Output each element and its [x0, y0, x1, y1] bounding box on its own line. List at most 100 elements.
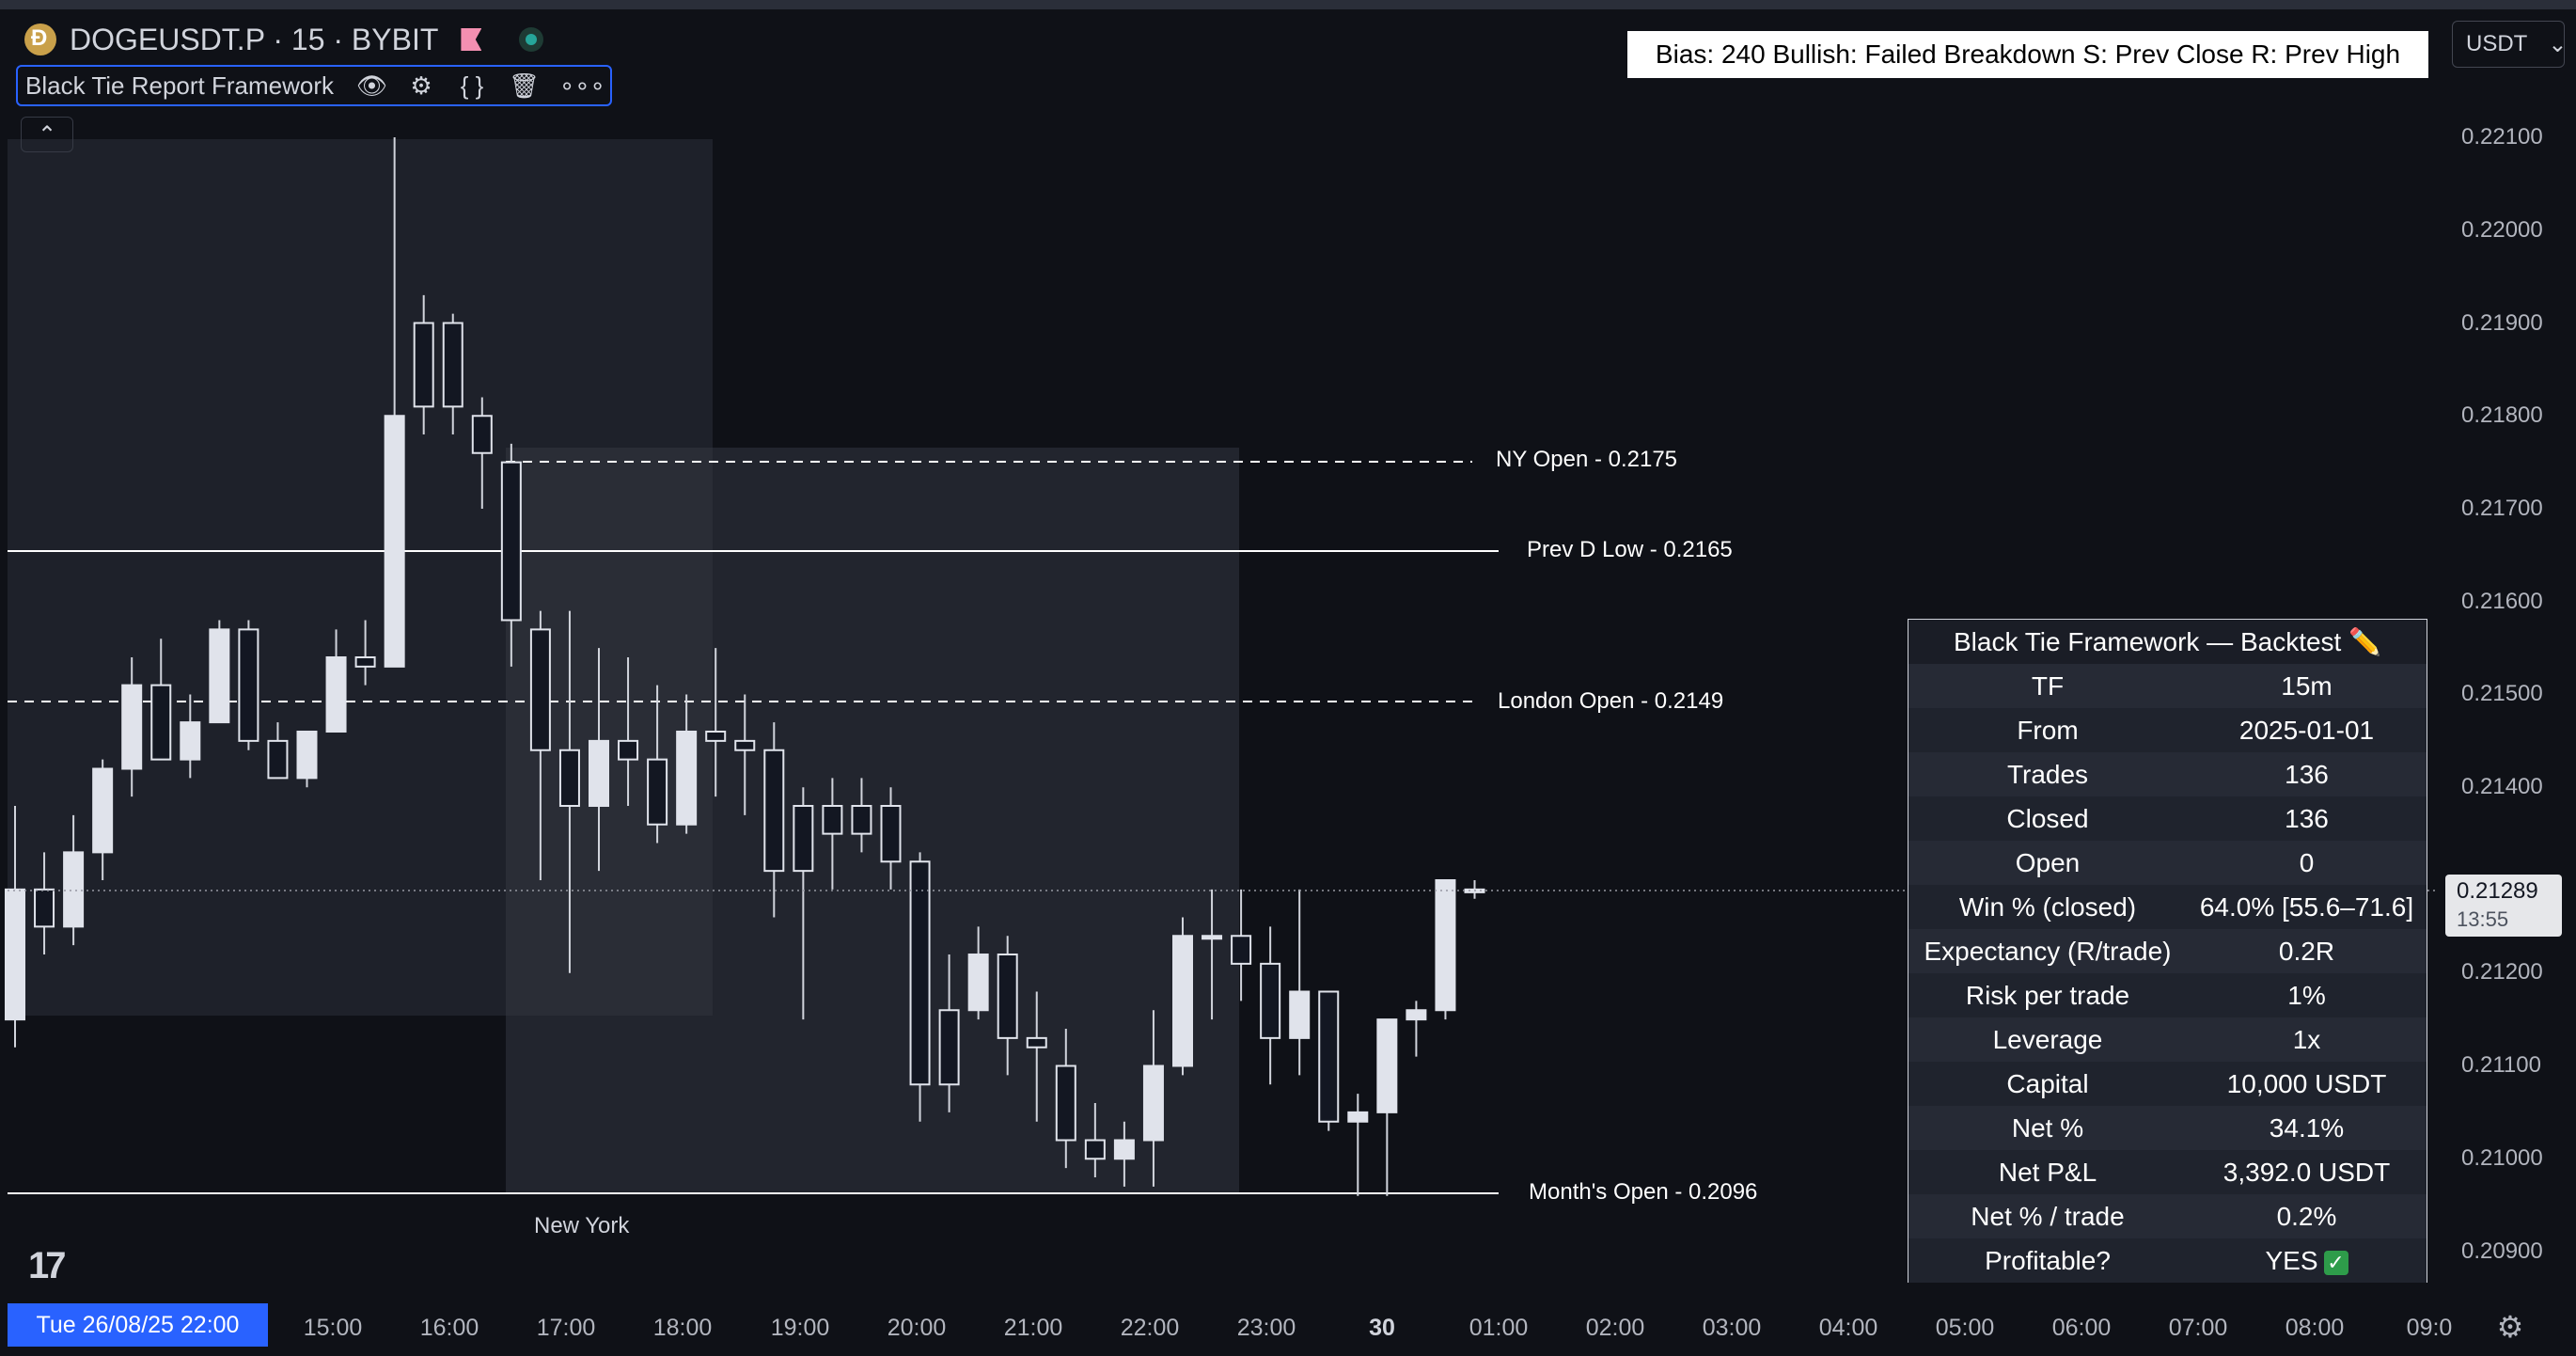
candle-body-down [618, 739, 639, 761]
flag-icon[interactable] [461, 28, 482, 51]
time-tick-label: 15:00 [303, 1315, 363, 1341]
candle [1026, 991, 1047, 1122]
backtest-row-label: Capital [2006, 1069, 2089, 1098]
last-price-tag: 0.21289 13:55 [2445, 875, 2562, 937]
backtest-value-text: 1x [2292, 1025, 2321, 1054]
settings-icon[interactable]: ⚙ [410, 71, 432, 100]
backtest-value-text: 3,392.0 USDT [2223, 1158, 2391, 1187]
candle [1289, 889, 1311, 1076]
candle-body-up [1289, 990, 1311, 1039]
backtest-row-label: From [2017, 716, 2079, 745]
backtest-row-value: 136 [2187, 796, 2427, 841]
candle-body-up [5, 888, 25, 1021]
candle-body-down [734, 739, 756, 751]
candle [851, 778, 872, 853]
candle [267, 722, 289, 780]
backtest-row-value: 15m [2187, 664, 2427, 708]
doge-coin-icon [24, 24, 56, 55]
indicator-legend[interactable]: Black Tie Report Framework 👁 ⚙ { } 🗑 ∘∘∘ [16, 65, 612, 106]
chart-settings-icon[interactable]: ⚙ [2496, 1310, 2524, 1344]
time-tick-label: 23:00 [1236, 1315, 1296, 1341]
top-border [0, 0, 2576, 9]
backtest-value-text: 0 [2299, 848, 2315, 877]
backtest-row-label: Win % (closed) [1958, 892, 2137, 922]
candle [121, 657, 143, 797]
candle-body-down [822, 805, 843, 835]
backtest-row: Expectancy (R/trade) 0.2R [1908, 929, 2427, 973]
candle [880, 787, 902, 890]
backtest-title: Black Tie Framework — Backtest ✏️ [1908, 620, 2427, 664]
backtest-row-label: Net % [2011, 1113, 2084, 1143]
candle [1260, 926, 1281, 1085]
candle [529, 610, 551, 880]
backtest-row: Trades 136 [1908, 752, 2427, 796]
prev-d-low-label: Prev D Low - 0.2165 [1527, 537, 1733, 562]
price-tick-label: 0.21600 [2461, 589, 2543, 614]
candle-body-down [909, 860, 931, 1086]
candle-body-up [1172, 935, 1193, 1067]
candle-body-down [413, 322, 434, 408]
backtest-row: Net % 34.1% [1908, 1106, 2427, 1150]
eye-icon[interactable]: 👁 [355, 71, 387, 100]
candle-body-up [325, 656, 347, 733]
candle [180, 694, 201, 779]
candle-body-up [1202, 935, 1223, 940]
candle-body-down [558, 749, 580, 807]
market-status-icon[interactable] [519, 27, 544, 52]
last-price-value: 0.21289 [2457, 878, 2538, 904]
tradingview-logo[interactable]: 17 [28, 1245, 66, 1286]
backtest-row-label: Trades [2006, 760, 2089, 789]
candle [763, 722, 785, 918]
symbol-header[interactable]: DOGEUSDT.P · 15 · BYBIT [24, 19, 544, 60]
backtest-value-text: 10,000 USDT [2226, 1069, 2387, 1098]
candle-body-down [529, 628, 551, 751]
candle [1231, 889, 1252, 1001]
backtest-value-text: 0.2R [2278, 937, 2335, 966]
candle-body-up [676, 731, 698, 826]
candle [1318, 990, 1340, 1131]
backtest-row-label: Closed [2006, 804, 2089, 833]
candle [1347, 1094, 1369, 1196]
candle [589, 648, 609, 872]
candle-body-down [354, 656, 376, 668]
candle [647, 685, 668, 844]
candle-body-down [793, 805, 814, 873]
currency-select[interactable]: USDT ⌄ [2452, 21, 2567, 68]
time-tick-label: 30 [1369, 1315, 1395, 1341]
backtest-row: Win % (closed) 64.0% [55.6–71.6] [1908, 885, 2427, 929]
backtest-row-label: Open [2015, 848, 2081, 877]
backtest-row-value: 2025-01-01 [2187, 708, 2427, 752]
candle [1376, 1018, 1398, 1196]
indicator-name[interactable]: Black Tie Report Framework [25, 71, 334, 100]
candle-body-down [471, 415, 493, 454]
candle [618, 657, 639, 806]
source-code-icon[interactable]: { } [460, 71, 484, 100]
candle-body-down [938, 1009, 960, 1086]
candle [1055, 1029, 1076, 1169]
backtest-row-value: 0.2% [2187, 1194, 2427, 1238]
candle [384, 137, 405, 668]
backtest-row-label: Net P&L [1998, 1158, 2097, 1187]
collapse-legend-button[interactable]: ⌃ [21, 117, 73, 152]
candle [325, 629, 347, 733]
price-tick-label: 0.21100 [2461, 1052, 2541, 1078]
more-icon[interactable]: ∘∘∘ [558, 71, 605, 100]
price-tick-label: 0.20900 [2461, 1238, 2543, 1264]
candle-body-down [880, 805, 902, 863]
backtest-row: Risk per trade 1% [1908, 973, 2427, 1017]
candle [909, 852, 931, 1122]
candle-body-up [589, 739, 609, 807]
candle [558, 610, 580, 973]
candle-body-down [851, 805, 872, 835]
candle [92, 759, 114, 880]
backtest-value-text: 2025-01-01 [2238, 716, 2375, 745]
backtest-value-text: 136 [2285, 760, 2329, 789]
candle-body-down [442, 322, 463, 408]
ny-open-label: NY Open - 0.2175 [1496, 447, 1678, 472]
time-tick-label: 05:00 [1935, 1315, 1995, 1341]
trash-icon[interactable]: 🗑 [508, 71, 540, 100]
time-tick-label: 16:00 [419, 1315, 479, 1341]
price-tick-label: 0.21000 [2461, 1145, 2543, 1171]
